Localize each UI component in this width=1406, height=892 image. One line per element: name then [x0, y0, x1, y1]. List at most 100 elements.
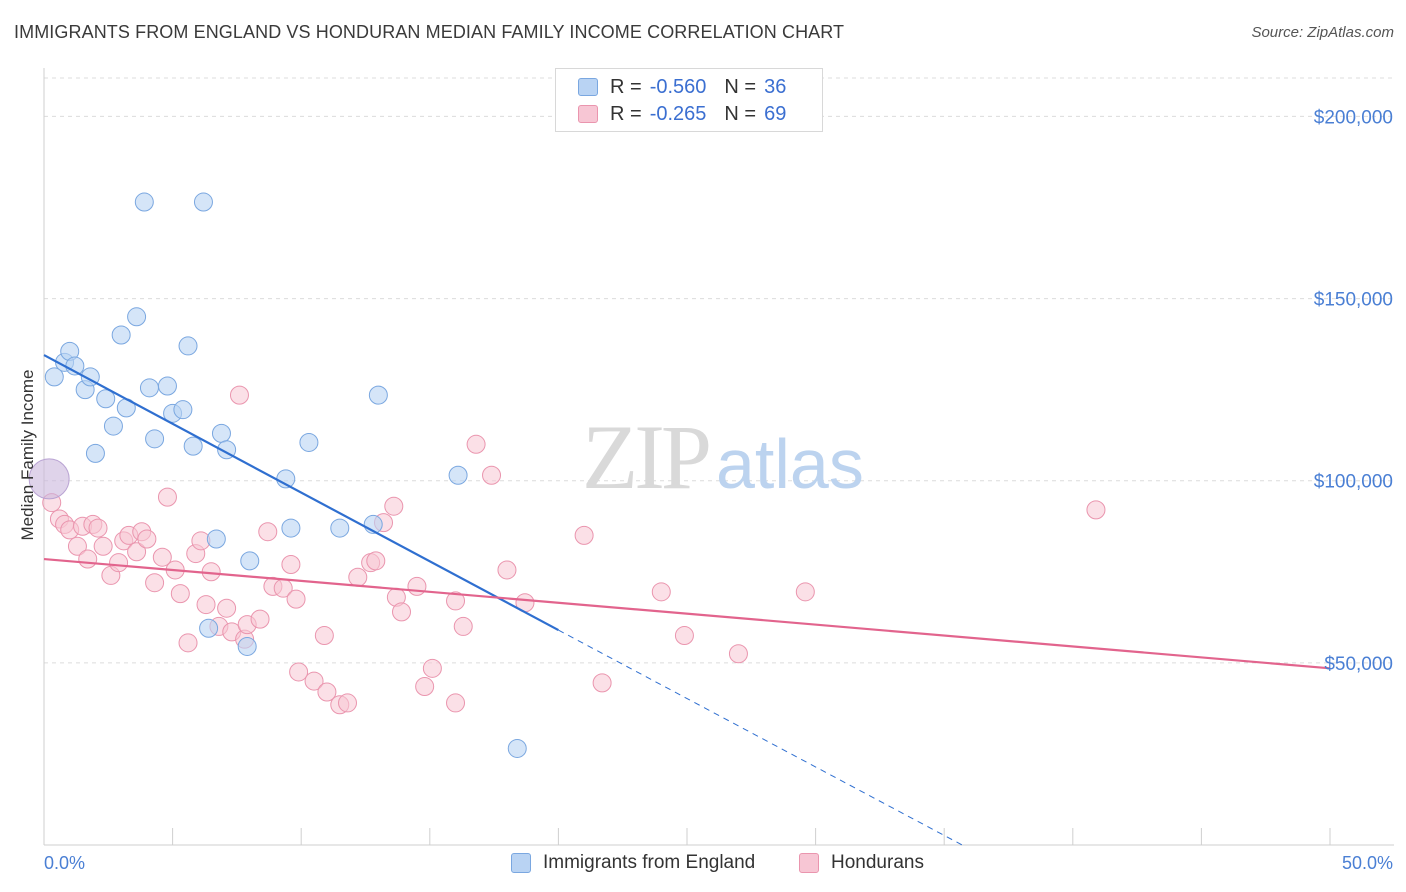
england-point [139, 378, 159, 398]
x-tick-label: 50.0% [1342, 853, 1393, 873]
legend-n-value: 69 [764, 102, 787, 125]
series-legend-england[interactable]: Immigrants from England [511, 852, 755, 874]
legend-n-label: N = [724, 102, 757, 125]
england-trend-line [43, 354, 559, 632]
honduran-point [157, 487, 177, 507]
honduran-point [137, 529, 157, 549]
england-point [507, 738, 527, 758]
watermark-atlas: atlas [716, 425, 864, 503]
y-axis-label: Median Family Income [18, 369, 37, 540]
series-swatch-hondurans [799, 853, 819, 873]
england-point [193, 192, 213, 212]
trend-lines [43, 354, 1331, 846]
honduran-point [384, 496, 404, 516]
honduran-point [795, 582, 815, 602]
honduran-point [109, 553, 129, 573]
honduran-point [145, 573, 165, 593]
legend-n-label: N = [724, 75, 757, 98]
y-tick-label: $50,000 [1324, 654, 1393, 675]
tick-labels: $50,000 $100,000 $150,000 $200,000 0.0% 50.0% [44, 107, 1393, 873]
honduran-point [651, 582, 671, 602]
legend-swatch-england [578, 78, 598, 96]
england-point [183, 436, 203, 456]
england-points [28, 192, 527, 758]
honduran-point [196, 595, 216, 615]
watermark-zip: ZIP [582, 406, 709, 508]
honduran-point [466, 434, 486, 454]
honduran-point [674, 626, 694, 646]
honduran-point [422, 658, 442, 678]
england-point [134, 192, 154, 212]
legend-r-value: -0.560 [649, 75, 707, 98]
legend-swatch-hondurans [578, 105, 598, 123]
honduran-point [88, 518, 108, 538]
series-legend: Immigrants from England Hondurans [0, 852, 1406, 876]
honduran-point [453, 616, 473, 636]
honduran-point [446, 693, 466, 713]
england-point [178, 336, 198, 356]
england-point [368, 385, 388, 405]
y-tick-label: $200,000 [1314, 107, 1393, 128]
series-swatch-england [511, 853, 531, 873]
legend-r-label: R = [610, 75, 642, 98]
england-point [173, 400, 193, 420]
honduran-point [1086, 500, 1106, 520]
watermark: ZIP atlas [582, 406, 864, 508]
england-point [206, 529, 226, 549]
legend-row-hondurans: R = -0.265 N = 69 [578, 102, 786, 126]
honduran-point [67, 536, 87, 556]
england-point [199, 618, 219, 638]
england-point [237, 636, 257, 656]
legend-row-england: R = -0.560 N = 36 [578, 75, 786, 99]
hondurans-points [42, 385, 1106, 715]
honduran-point [250, 609, 270, 629]
honduran-point [217, 598, 237, 618]
honduran-point [407, 576, 427, 596]
england-point [157, 376, 177, 396]
honduran-point [446, 591, 466, 611]
series-name-hondurans: Hondurans [831, 852, 924, 873]
england-point [127, 307, 147, 327]
england-point [145, 429, 165, 449]
honduran-point [366, 551, 386, 571]
correlation-legend: R = -0.560 N = 36 R = -0.265 N = 69 [555, 68, 823, 132]
honduran-point [286, 589, 306, 609]
england-point [299, 432, 319, 452]
series-legend-hondurans[interactable]: Hondurans [799, 852, 924, 874]
england-point [28, 458, 70, 500]
honduran-point [314, 626, 334, 646]
england-point [240, 551, 260, 571]
honduran-point [348, 567, 368, 587]
honduran-point [178, 633, 198, 653]
honduran-point [482, 465, 502, 485]
england-point [44, 367, 64, 387]
legend-r-value: -0.265 [649, 102, 707, 125]
honduran-point [497, 560, 517, 580]
honduran-point [415, 677, 435, 697]
england-point [448, 465, 468, 485]
honduran-point [574, 525, 594, 545]
honduran-point [93, 536, 113, 556]
hondurans-trend-line [43, 557, 1331, 670]
england-point [96, 389, 116, 409]
honduran-point [317, 682, 337, 702]
honduran-point [289, 662, 309, 682]
legend-n-value: 36 [764, 75, 787, 98]
x-tick-label: 0.0% [44, 853, 85, 873]
honduran-point [592, 673, 612, 693]
england-trend-extension [558, 629, 963, 846]
england-point [211, 423, 231, 443]
honduran-point [127, 542, 147, 562]
england-point [281, 518, 301, 538]
honduran-point [152, 547, 172, 567]
england-point [103, 416, 123, 436]
england-point [85, 443, 105, 463]
honduran-point [78, 549, 98, 569]
series-name-england: Immigrants from England [543, 852, 756, 873]
honduran-point [392, 602, 412, 622]
honduran-point [304, 671, 324, 691]
y-tick-label: $150,000 [1314, 290, 1393, 311]
honduran-point [258, 522, 278, 542]
honduran-point [170, 584, 190, 604]
